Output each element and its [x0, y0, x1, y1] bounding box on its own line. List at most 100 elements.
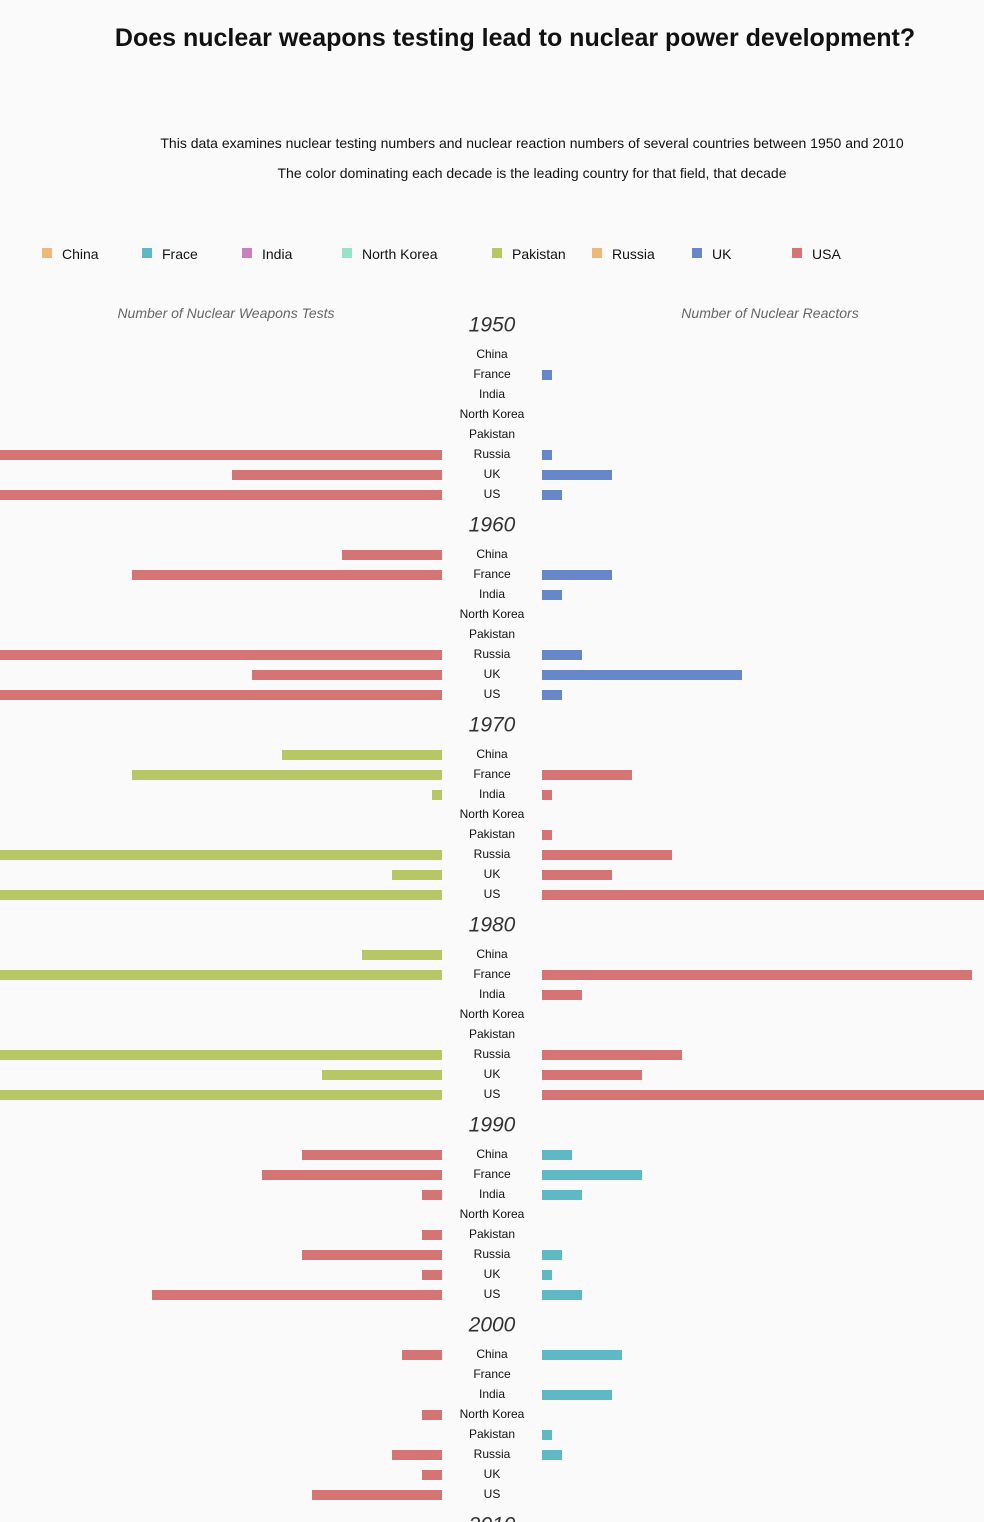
country-label: India [479, 1187, 505, 1201]
decade-group-2010: 2010 [468, 1514, 516, 1522]
country-label: Pakistan [469, 1427, 515, 1441]
tests-bar [0, 1050, 442, 1060]
country-label: India [479, 787, 505, 801]
country-label: UK [484, 667, 501, 681]
tests-bar [342, 550, 442, 560]
country-label: China [476, 1347, 508, 1361]
decade-label: 1960 [469, 514, 516, 537]
legend-swatch [792, 248, 802, 259]
right-axis-title: Number of Nuclear Reactors [681, 305, 859, 321]
reactors-bar [542, 850, 672, 860]
country-label: UK [484, 1267, 501, 1281]
legend-swatch [142, 248, 152, 259]
tests-bar [322, 1070, 442, 1080]
tests-bar [0, 1090, 442, 1100]
reactors-bar [542, 1290, 582, 1300]
decade-label: 1980 [469, 914, 516, 937]
tests-bar [0, 690, 442, 700]
decade-group-1950: 1950 China France India North Korea Pakistan R… [0, 314, 612, 501]
country-label: North Korea [460, 407, 525, 421]
tests-bar [0, 850, 442, 860]
reactors-bar [542, 990, 582, 1000]
decade-label: 1950 [469, 314, 516, 337]
tests-bar [262, 1170, 442, 1180]
country-label: Russia [474, 647, 511, 661]
reactors-bar [542, 1350, 622, 1360]
legend-label: India [262, 246, 293, 262]
country-label: Pakistan [469, 627, 515, 641]
reactors-bar [542, 1070, 642, 1080]
country-label: US [484, 1487, 501, 1501]
reactors-bar [542, 1430, 552, 1440]
tests-bar [422, 1230, 442, 1240]
country-label: US [484, 1287, 501, 1301]
tests-bar [252, 670, 442, 680]
country-label: India [479, 1387, 505, 1401]
country-label: North Korea [460, 807, 525, 821]
reactors-bar [542, 490, 562, 500]
reactors-bar [542, 770, 632, 780]
tests-bar [302, 1150, 442, 1160]
tests-bar [422, 1410, 442, 1420]
chart-subtitle-line-2: The color dominating each decade is the … [277, 165, 787, 181]
reactors-bar [542, 1050, 682, 1060]
legend-item-china: China [42, 244, 99, 264]
tests-bar [152, 1290, 442, 1300]
country-label: US [484, 487, 501, 501]
chart-subtitle-line-1: This data examines nuclear testing numbe… [160, 135, 904, 151]
legend-item-uk: UK [692, 244, 731, 264]
country-label: India [479, 987, 505, 1001]
country-label: UK [484, 467, 501, 481]
country-label: North Korea [460, 1407, 525, 1421]
country-label: Pakistan [469, 427, 515, 441]
tests-bar [0, 450, 442, 460]
country-label: UK [484, 1467, 501, 1481]
reactors-bar [542, 830, 552, 840]
country-label: China [476, 347, 508, 361]
reactors-bar [542, 1270, 552, 1280]
country-label: India [479, 387, 505, 401]
reactors-bar [542, 450, 552, 460]
decade-group-1990: 1990 China France India North Korea Pakistan R… [152, 1114, 642, 1301]
reactors-bar [542, 870, 612, 880]
country-label: Russia [474, 1447, 511, 1461]
legend-label: Frace [162, 246, 198, 262]
country-label: North Korea [460, 607, 525, 621]
chart-title: Does nuclear weapons testing lead to nuc… [114, 24, 916, 52]
reactors-bar [542, 570, 612, 580]
tests-bar [402, 1350, 442, 1360]
left-axis-title: Number of Nuclear Weapons Tests [117, 305, 335, 321]
legend-item-france: Frace [142, 244, 198, 264]
country-label: China [476, 947, 508, 961]
tests-bar [392, 1450, 442, 1460]
tests-bar [132, 570, 442, 580]
reactors-bar [542, 1170, 642, 1180]
tests-bar [422, 1470, 442, 1480]
legend-swatch [492, 248, 502, 259]
reactors-bar [542, 470, 612, 480]
legend-swatch [42, 248, 52, 259]
legend-label: Russia [612, 246, 655, 262]
legend-label: USA [812, 246, 841, 262]
legend-swatch [342, 248, 352, 259]
country-label: Pakistan [469, 1027, 515, 1041]
reactors-bar [542, 970, 972, 980]
tests-bar [422, 1190, 442, 1200]
reactors-bar [542, 370, 552, 380]
tests-bar [302, 1250, 442, 1260]
reactors-bar [542, 1250, 562, 1260]
reactors-bar [542, 590, 562, 600]
tests-bar [232, 470, 442, 480]
legend-label: UK [712, 246, 732, 262]
country-label: France [473, 367, 511, 381]
country-label: France [473, 1367, 511, 1381]
country-label: North Korea [460, 1007, 525, 1021]
tests-bar [432, 790, 442, 800]
country-label: North Korea [460, 1207, 525, 1221]
decade-group-1960: 1960 China France India North Korea Pakistan R… [0, 514, 742, 701]
decade-label: 1970 [469, 714, 516, 737]
country-label: US [484, 887, 501, 901]
tests-bar [312, 1490, 442, 1500]
tests-bar [0, 490, 442, 500]
reactors-bar [542, 1190, 582, 1200]
